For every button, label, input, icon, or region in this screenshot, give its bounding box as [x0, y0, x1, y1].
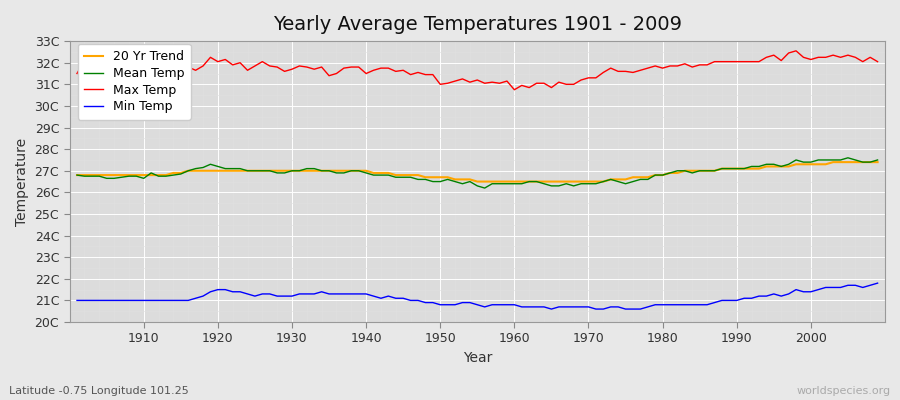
20 Yr Trend	[130, 173, 141, 178]
Max Temp	[606, 66, 616, 70]
Max Temp	[517, 83, 527, 88]
20 Yr Trend	[294, 168, 305, 173]
X-axis label: Year: Year	[463, 351, 492, 365]
Mean Temp	[338, 170, 349, 175]
Mean Temp	[517, 181, 527, 186]
Mean Temp	[72, 173, 83, 178]
Mean Temp	[842, 155, 853, 160]
20 Yr Trend	[606, 177, 616, 182]
Max Temp	[509, 87, 520, 92]
Max Temp	[338, 66, 349, 70]
Max Temp	[294, 64, 305, 68]
Max Temp	[872, 59, 883, 64]
Legend: 20 Yr Trend, Mean Temp, Max Temp, Min Temp: 20 Yr Trend, Mean Temp, Max Temp, Min Te…	[77, 44, 191, 120]
20 Yr Trend	[509, 179, 520, 184]
Title: Yearly Average Temperatures 1901 - 2009: Yearly Average Temperatures 1901 - 2009	[273, 15, 682, 34]
Text: Latitude -0.75 Longitude 101.25: Latitude -0.75 Longitude 101.25	[9, 386, 189, 396]
Mean Temp	[509, 181, 520, 186]
20 Yr Trend	[72, 173, 83, 178]
20 Yr Trend	[338, 168, 349, 173]
Max Temp	[72, 71, 83, 76]
Min Temp	[294, 292, 305, 296]
Y-axis label: Temperature: Temperature	[15, 138, 29, 226]
20 Yr Trend	[472, 179, 482, 184]
Min Temp	[338, 292, 349, 296]
Max Temp	[130, 60, 141, 65]
Min Temp	[872, 281, 883, 286]
Min Temp	[546, 307, 557, 312]
20 Yr Trend	[517, 179, 527, 184]
Min Temp	[501, 302, 512, 307]
Max Temp	[790, 48, 801, 53]
Line: Mean Temp: Mean Temp	[77, 158, 878, 188]
20 Yr Trend	[872, 160, 883, 164]
Line: Min Temp: Min Temp	[77, 283, 878, 309]
Min Temp	[72, 298, 83, 303]
Line: 20 Yr Trend: 20 Yr Trend	[77, 162, 878, 182]
Line: Max Temp: Max Temp	[77, 51, 878, 90]
20 Yr Trend	[828, 160, 839, 164]
Mean Temp	[294, 168, 305, 173]
Min Temp	[606, 304, 616, 309]
Text: worldspecies.org: worldspecies.org	[796, 386, 891, 396]
Max Temp	[501, 79, 512, 84]
Mean Temp	[606, 177, 616, 182]
Mean Temp	[480, 186, 491, 190]
Min Temp	[509, 302, 520, 307]
Mean Temp	[872, 158, 883, 162]
Mean Temp	[130, 174, 141, 178]
Min Temp	[130, 298, 141, 303]
